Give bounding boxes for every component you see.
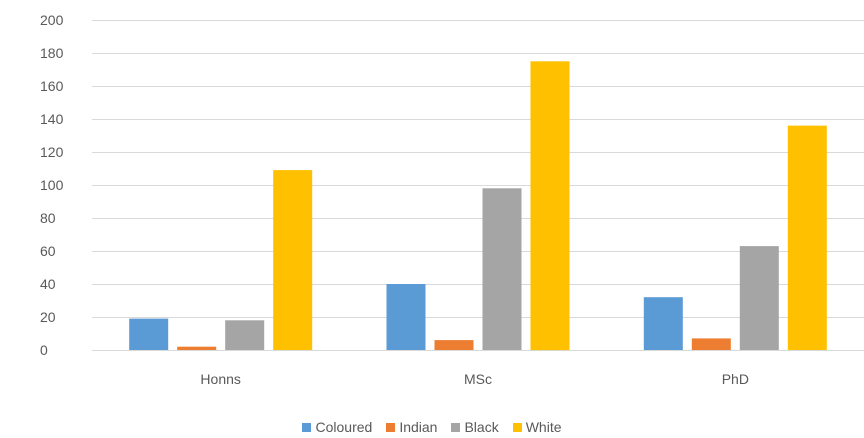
- bar-indian-honns: [177, 346, 217, 350]
- legend-item-black: Black: [451, 419, 499, 435]
- bar-indian-msc: [434, 340, 474, 350]
- legend-swatch: [451, 422, 461, 432]
- bar-coloured-msc: [386, 284, 426, 350]
- bar-white-msc: [530, 61, 570, 351]
- y-tick-label: 180: [40, 45, 64, 61]
- bar-chart: 0 20 40 60 80 100 120 140 160 180 200 Honns MSc PhD: [40, 12, 864, 387]
- y-tick-label: 160: [40, 78, 64, 94]
- bar-black-honns: [225, 320, 265, 350]
- x-category-label: PhD: [722, 371, 749, 387]
- bar-indian-phd: [691, 338, 731, 350]
- gridlines: [92, 20, 864, 351]
- legend-item-coloured: Coloured: [302, 419, 372, 435]
- legend-label: Indian: [399, 419, 438, 435]
- bars: [129, 61, 827, 351]
- y-tick-label: 80: [40, 210, 56, 226]
- y-tick-label: 200: [40, 12, 64, 28]
- x-category-label: Honns: [200, 371, 240, 387]
- bar-black-phd: [739, 246, 779, 350]
- legend-swatch: [512, 422, 522, 432]
- legend-label: Black: [464, 419, 499, 435]
- legend-swatch: [302, 422, 312, 432]
- y-tick-label: 100: [40, 177, 64, 193]
- bar-white-honns: [273, 170, 313, 350]
- legend-label: Coloured: [315, 419, 373, 435]
- y-tick-label: 60: [40, 243, 56, 259]
- legend-item-indian: Indian: [386, 419, 437, 435]
- legend-label: White: [525, 419, 562, 435]
- bar-coloured-honns: [129, 318, 169, 350]
- y-tick-label: 40: [40, 276, 56, 292]
- y-tick-label: 140: [40, 111, 64, 127]
- chart-legend: Coloured Indian Black White: [0, 416, 864, 438]
- legend-item-white: White: [512, 419, 562, 435]
- bar-black-msc: [482, 188, 522, 350]
- bar-coloured-phd: [643, 297, 683, 350]
- y-axis-ticks: 0 20 40 60 80 100 120 140 160 180 200: [40, 12, 64, 358]
- x-category-label: MSc: [464, 371, 492, 387]
- bar-white-phd: [787, 125, 827, 350]
- y-tick-label: 20: [40, 309, 56, 325]
- y-tick-label: 120: [40, 144, 64, 160]
- x-axis-categories: Honns MSc PhD: [200, 371, 749, 387]
- y-tick-label: 0: [40, 342, 48, 358]
- legend-swatch: [386, 422, 396, 432]
